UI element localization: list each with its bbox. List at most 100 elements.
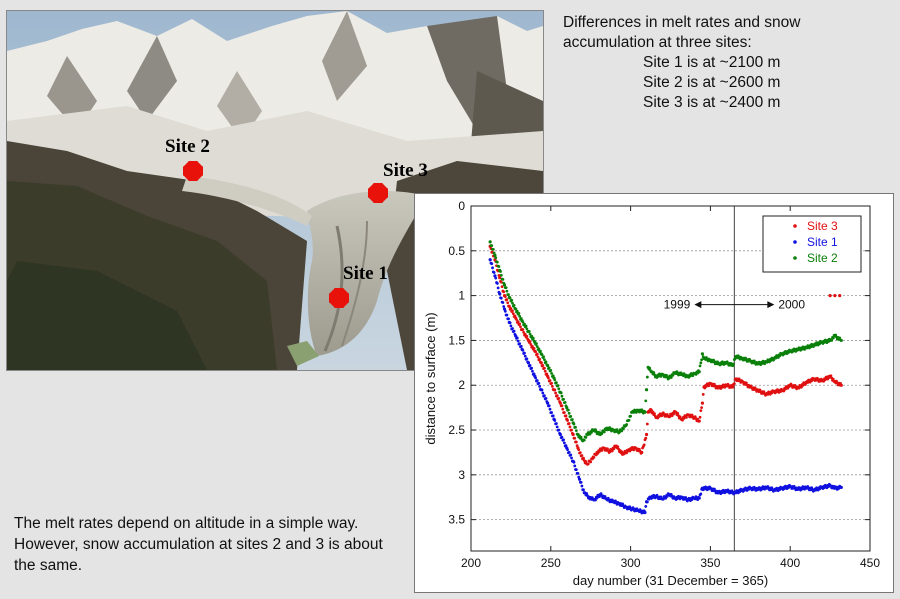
data-point [557, 387, 561, 391]
data-point [567, 450, 571, 454]
data-point [700, 352, 705, 356]
data-point [538, 357, 542, 361]
data-point [499, 296, 503, 300]
data-point [523, 332, 527, 336]
intro-site-2: Site 2 is at ~2600 m [643, 74, 781, 91]
data-point [493, 274, 497, 278]
data-point [839, 485, 843, 489]
data-point [732, 382, 736, 386]
data-point [501, 301, 505, 304]
data-point [507, 304, 511, 308]
data-point [523, 354, 527, 358]
data-point [564, 414, 568, 418]
data-point [511, 327, 514, 330]
y-tick-label: 2.5 [448, 423, 465, 437]
data-point [574, 425, 577, 429]
data-point [829, 374, 833, 378]
outlier-point [833, 294, 837, 298]
data-point [699, 492, 703, 496]
data-point [555, 425, 559, 429]
y-tick-label: 0 [458, 199, 465, 213]
legend-marker [793, 240, 797, 244]
data-point [685, 415, 688, 419]
data-point [534, 376, 538, 380]
data-point [589, 460, 593, 464]
data-point [541, 391, 545, 395]
melt-chart: 1999 2000 0 0.5 1 1.5 2 2.5 3 3.5 200 250 300 350 40… [423, 199, 880, 588]
y-axis-label: distance to surface (m) [423, 312, 438, 444]
data-point [542, 355, 546, 359]
site-2-label: Site 2 [165, 136, 210, 157]
data-point [801, 384, 805, 387]
data-point [700, 406, 704, 410]
data-point [574, 429, 578, 433]
data-point [550, 381, 553, 385]
site-3-label: Site 3 [383, 160, 428, 181]
data-point [543, 358, 546, 362]
data-point [622, 452, 626, 456]
data-point [516, 339, 520, 343]
data-point [497, 265, 501, 268]
data-point [682, 416, 686, 420]
data-points [488, 240, 843, 515]
data-point [590, 431, 593, 434]
data-point [585, 492, 589, 495]
data-point [570, 418, 574, 421]
legend-label: Site 3 [807, 219, 838, 233]
data-point [625, 451, 629, 455]
data-point [550, 371, 553, 375]
data-point [507, 317, 510, 321]
data-point [511, 312, 515, 316]
series-site-2 [488, 240, 843, 443]
intro-site-3: Site 3 is at ~2400 m [643, 94, 781, 111]
data-point [574, 468, 578, 472]
data-point [545, 372, 549, 376]
data-point [519, 344, 523, 348]
data-point [627, 418, 631, 422]
data-point [543, 366, 546, 370]
data-point [573, 436, 577, 440]
data-point [571, 432, 575, 437]
data-point [561, 407, 565, 411]
data-point [573, 464, 577, 468]
data-point [595, 496, 599, 500]
data-point [528, 340, 532, 344]
data-point [534, 350, 538, 354]
data-point [504, 286, 508, 290]
data-point [502, 290, 506, 294]
y-tick-label: 1 [458, 289, 465, 303]
intro-line-2: accumulation at three sites: [563, 34, 752, 51]
data-point [546, 401, 550, 405]
data-point [509, 307, 513, 310]
melt-rate-note: The melt rates depend on altitude in a s… [14, 515, 383, 574]
data-point [525, 357, 529, 361]
data-point [539, 361, 543, 365]
data-point [551, 414, 555, 418]
data-point [572, 422, 576, 426]
data-point [594, 498, 597, 502]
data-point [536, 355, 540, 359]
data-point [610, 449, 614, 453]
data-point [516, 320, 520, 324]
data-point [526, 361, 531, 365]
data-point [494, 276, 498, 280]
site-3-marker [368, 183, 388, 203]
data-point [496, 286, 500, 290]
data-point [518, 342, 522, 346]
data-point [644, 388, 649, 392]
data-point [544, 396, 548, 400]
data-point [622, 427, 625, 431]
data-point [797, 386, 801, 390]
y-tick-label: 2 [458, 378, 465, 392]
data-point [629, 414, 632, 418]
data-point [697, 370, 701, 374]
data-point [540, 353, 544, 356]
data-point [577, 477, 582, 481]
data-point [700, 401, 705, 405]
data-point [584, 460, 588, 463]
data-point [546, 363, 550, 368]
data-point [548, 379, 552, 382]
data-point [644, 399, 648, 403]
data-point [600, 449, 604, 452]
data-point [612, 447, 616, 451]
